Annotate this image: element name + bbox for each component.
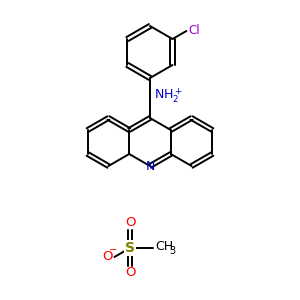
Text: O: O <box>102 250 113 263</box>
Text: O: O <box>125 266 135 280</box>
Text: 3: 3 <box>169 246 175 256</box>
Text: Cl: Cl <box>188 25 200 38</box>
Text: CH: CH <box>155 241 173 254</box>
Text: N: N <box>145 160 155 172</box>
Text: O: O <box>125 217 135 230</box>
Text: −: − <box>109 245 118 255</box>
Text: S: S <box>125 241 135 255</box>
Text: $\mathregular{NH_2^+}$: $\mathregular{NH_2^+}$ <box>154 87 183 105</box>
